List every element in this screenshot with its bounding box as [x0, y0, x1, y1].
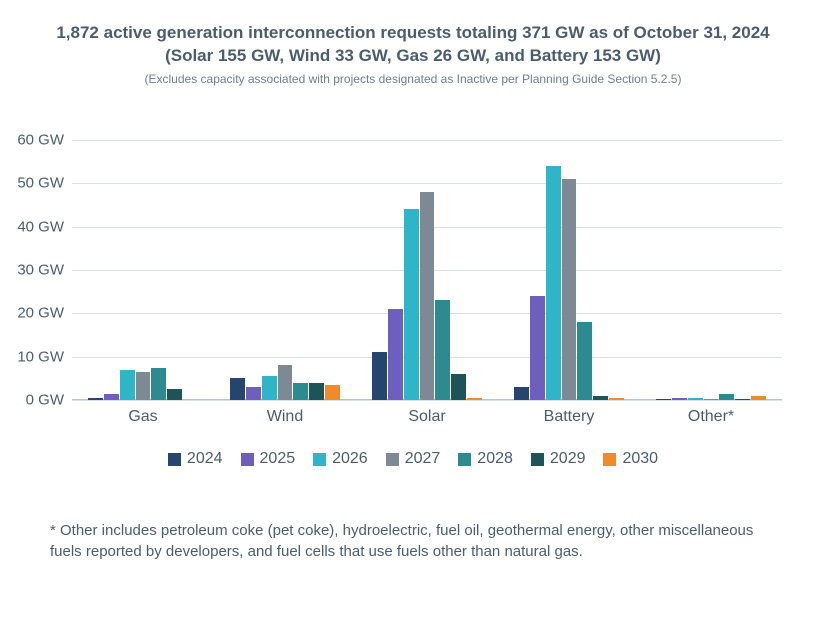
bar	[120, 370, 135, 400]
bar	[751, 396, 766, 400]
y-tick-label: 60 GW	[17, 132, 72, 149]
bar	[609, 398, 624, 400]
bar	[514, 387, 529, 400]
bar	[735, 399, 750, 400]
legend-item: 2029	[531, 450, 586, 468]
bar	[404, 209, 419, 400]
legend-swatch	[603, 453, 616, 466]
x-tick-label: Solar	[408, 400, 445, 426]
bar	[593, 396, 608, 400]
bar	[293, 383, 308, 400]
bar	[672, 398, 687, 400]
bar	[278, 365, 293, 400]
y-tick-label: 10 GW	[17, 348, 72, 365]
bar	[688, 398, 703, 400]
bar	[372, 352, 387, 400]
gridline	[72, 140, 782, 141]
chart-legend: 2024 2025 2026 2027 2028 2029 2030	[0, 450, 826, 468]
legend-label: 2027	[405, 450, 441, 468]
legend-item: 2026	[313, 450, 368, 468]
bar	[530, 296, 545, 400]
legend-item: 2030	[603, 450, 658, 468]
legend-swatch	[386, 453, 399, 466]
x-tick-label: Battery	[544, 400, 595, 426]
bar	[562, 179, 577, 400]
y-tick-label: 50 GW	[17, 175, 72, 192]
chart-plot-area: 0 GW10 GW20 GW30 GW40 GW50 GW60 GWGasWin…	[72, 140, 782, 400]
bar	[719, 394, 734, 401]
legend-item: 2028	[458, 450, 513, 468]
bar	[309, 383, 324, 400]
title-line-1: 1,872 active generation interconnection …	[56, 23, 769, 42]
legend-label: 2025	[260, 450, 296, 468]
bar	[451, 374, 466, 400]
legend-label: 2028	[477, 450, 513, 468]
legend-item: 2025	[241, 450, 296, 468]
legend-label: 2030	[622, 450, 658, 468]
bar	[262, 376, 277, 400]
bar	[325, 385, 340, 400]
legend-swatch	[531, 453, 544, 466]
bar	[167, 389, 182, 400]
legend-item: 2027	[386, 450, 441, 468]
x-tick-label: Wind	[267, 400, 303, 426]
y-tick-label: 30 GW	[17, 262, 72, 279]
bar	[704, 399, 719, 400]
legend-label: 2029	[550, 450, 586, 468]
legend-label: 2024	[187, 450, 223, 468]
bar	[88, 398, 103, 400]
x-tick-label: Other*	[688, 400, 734, 426]
bar	[388, 309, 403, 400]
y-tick-label: 20 GW	[17, 305, 72, 322]
legend-swatch	[313, 453, 326, 466]
y-tick-label: 0 GW	[26, 392, 72, 409]
y-tick-label: 40 GW	[17, 218, 72, 235]
legend-label: 2026	[332, 450, 368, 468]
x-tick-label: Gas	[128, 400, 157, 426]
bar	[230, 378, 245, 400]
bar	[656, 399, 671, 400]
bar	[420, 192, 435, 400]
chart-title: 1,872 active generation interconnection …	[0, 0, 826, 68]
legend-swatch	[168, 453, 181, 466]
chart-subtitle: (Excludes capacity associated with proje…	[0, 72, 826, 86]
bar	[151, 368, 166, 401]
chart-footnote: * Other includes petroleum coke (pet cok…	[50, 520, 776, 562]
bar	[104, 394, 119, 401]
bar	[246, 387, 261, 400]
legend-swatch	[241, 453, 254, 466]
legend-item: 2024	[168, 450, 223, 468]
bar	[467, 398, 482, 400]
title-line-2: (Solar 155 GW, Wind 33 GW, Gas 26 GW, an…	[165, 46, 661, 65]
bar	[435, 300, 450, 400]
legend-swatch	[458, 453, 471, 466]
bar	[136, 372, 151, 400]
gridline	[72, 183, 782, 184]
bar	[577, 322, 592, 400]
bar	[546, 166, 561, 400]
chart-container: 1,872 active generation interconnection …	[0, 0, 826, 620]
